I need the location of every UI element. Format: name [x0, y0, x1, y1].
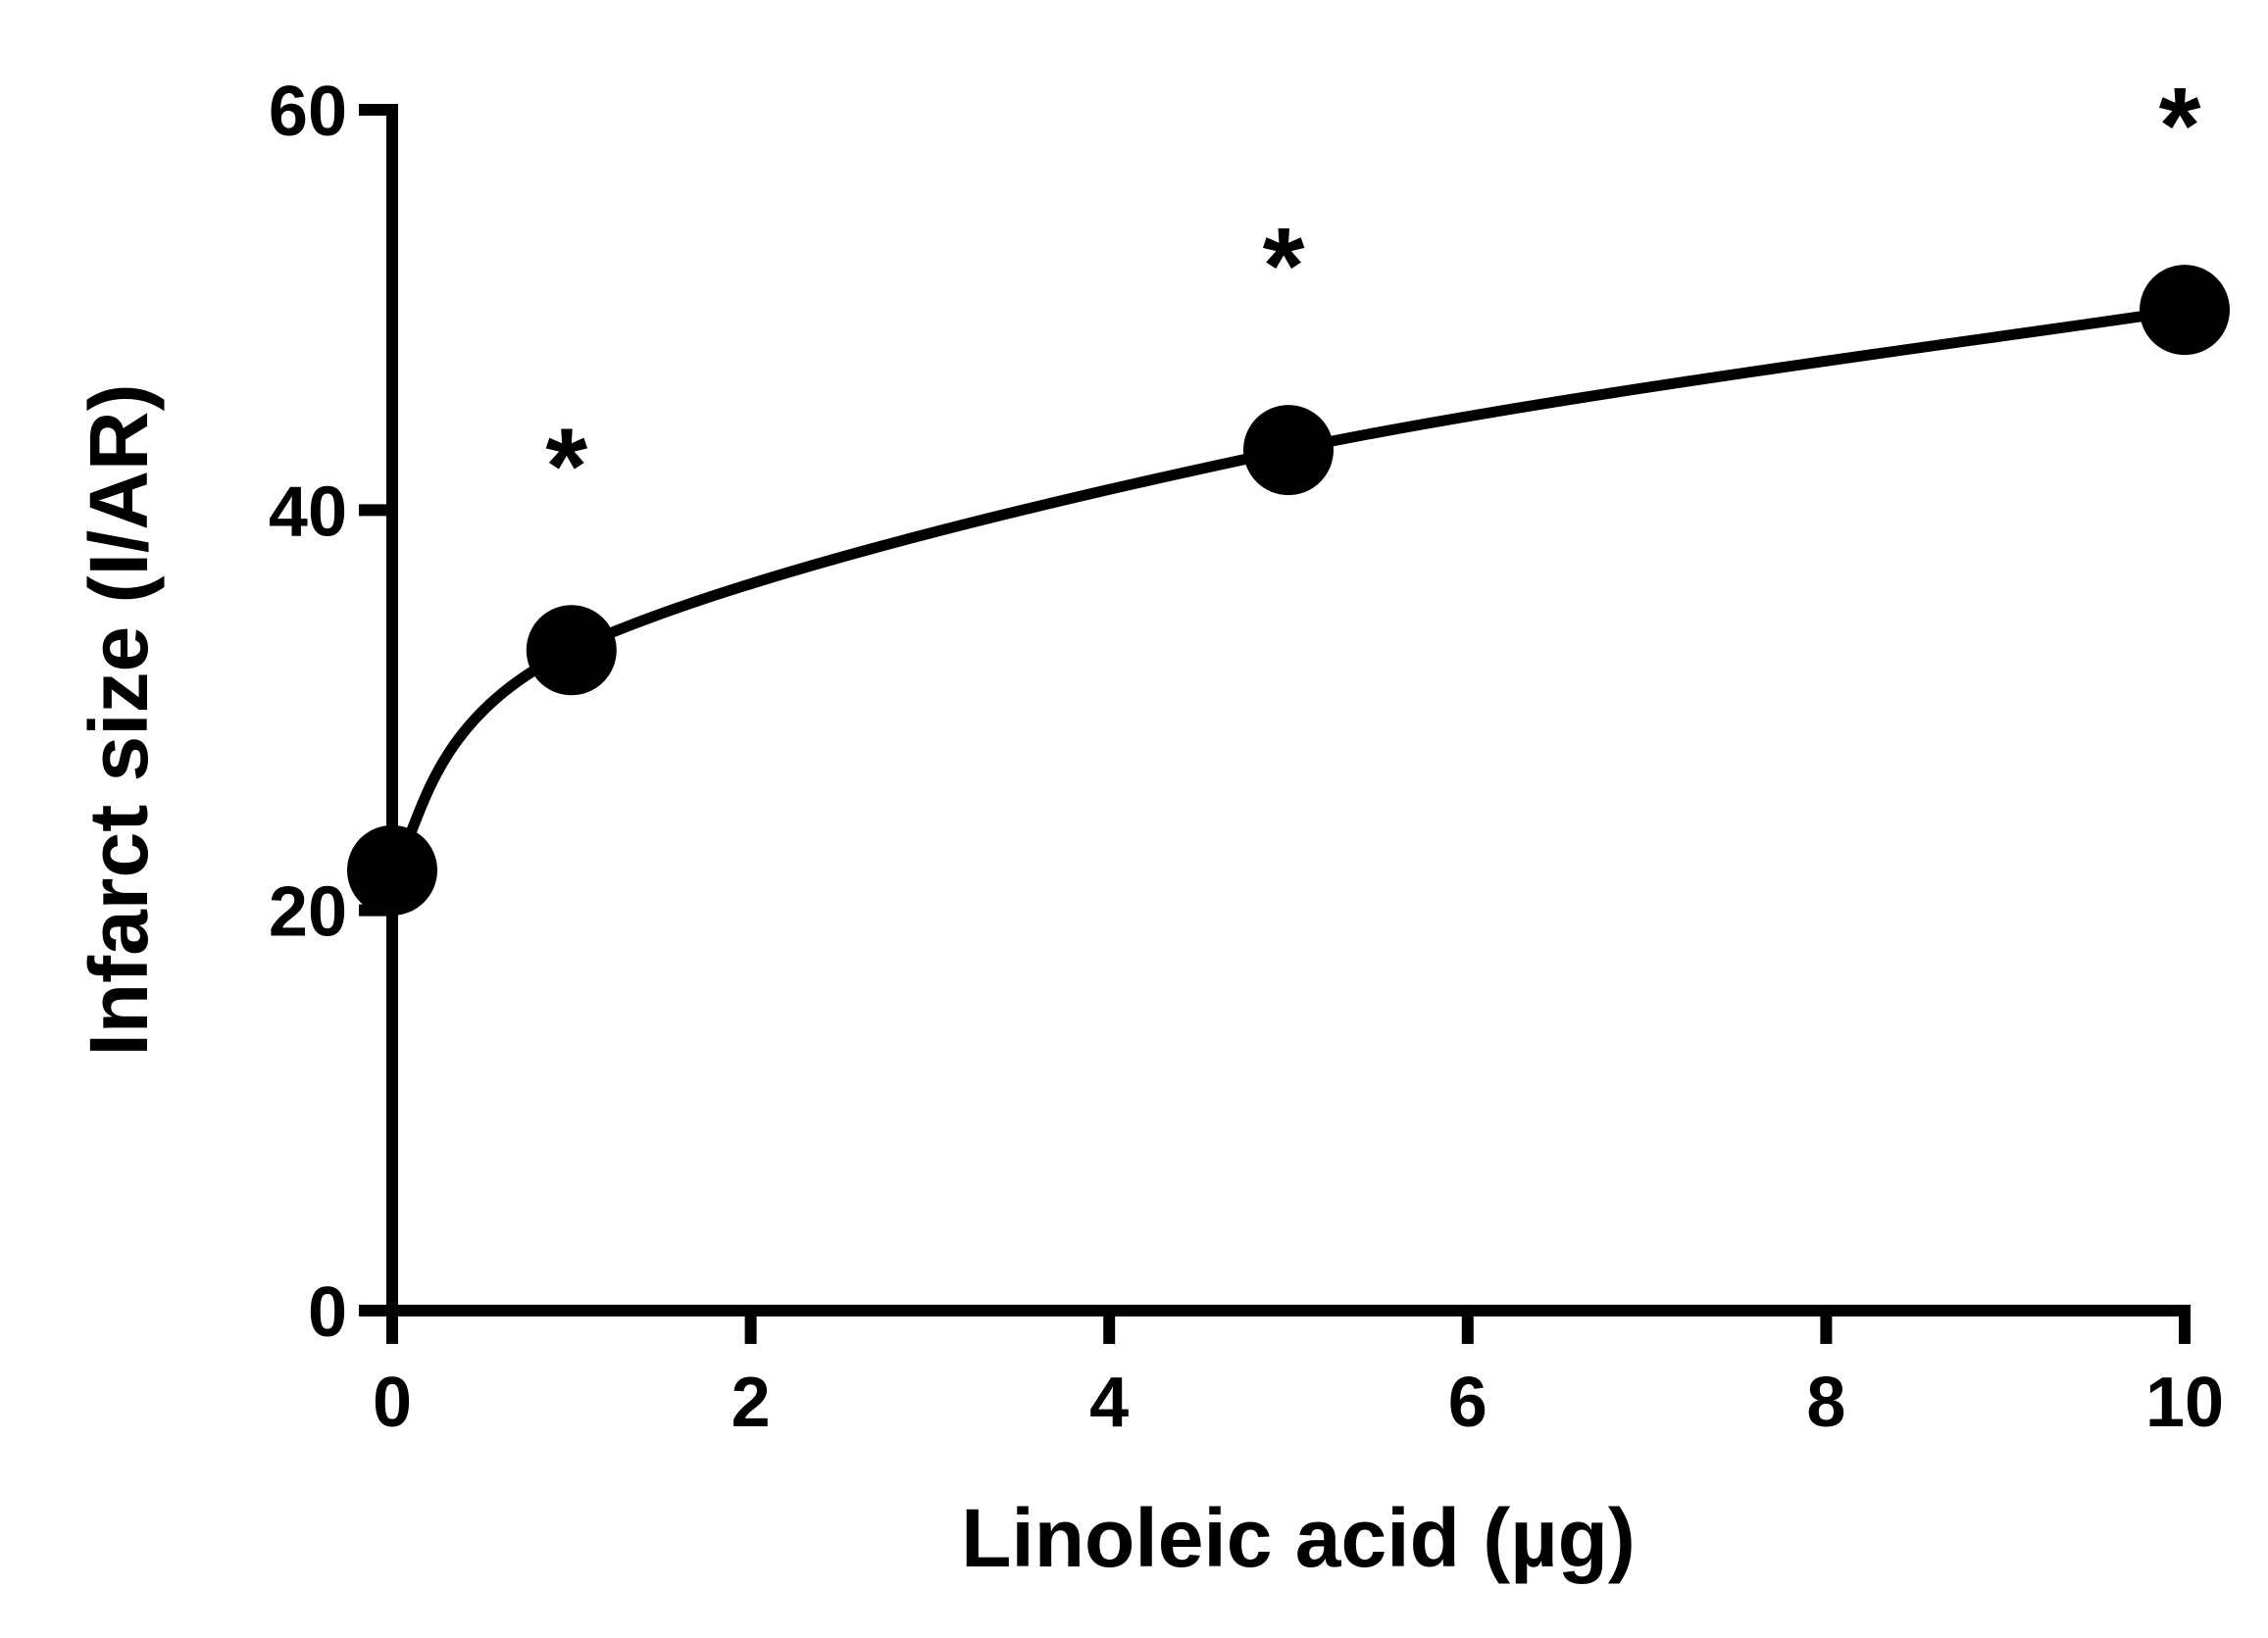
axes: 0 2 4 6 8 10 0 20 40 60: [269, 73, 2224, 1442]
significance-star-1: *: [545, 406, 587, 526]
x-tick-label-4: 8: [1806, 1364, 1845, 1442]
x-axis-title: Linoleic acid (µg): [961, 1492, 1636, 1584]
data-point-3: [2140, 265, 2230, 356]
y-axis-title: Infarct size (I/AR): [73, 383, 165, 1056]
x-tick-label-0: 0: [373, 1364, 412, 1442]
significance-star-2: *: [1263, 206, 1305, 326]
significance-star-3: *: [2159, 66, 2201, 186]
data-points: [347, 265, 2230, 916]
x-ticks: 0 2 4 6 8 10: [373, 1311, 2224, 1442]
data-point-0: [347, 824, 437, 916]
y-ticks: 0 20 40 60: [269, 73, 392, 1352]
significance-markers: * * *: [545, 66, 2200, 526]
y-tick-label-0: 0: [308, 1273, 347, 1352]
x-tick-label-1: 2: [731, 1364, 771, 1442]
data-point-2: [1243, 405, 1334, 496]
y-tick-label-2: 40: [269, 472, 347, 551]
x-tick-label-5: 10: [2145, 1364, 2224, 1442]
data-point-1: [526, 605, 617, 696]
fit-curve: [387, 304, 2186, 874]
y-tick-label-3: 60: [269, 73, 347, 151]
y-tick-label-1: 20: [269, 873, 347, 952]
x-tick-label-3: 6: [1448, 1364, 1487, 1442]
x-tick-label-2: 4: [1089, 1364, 1129, 1442]
